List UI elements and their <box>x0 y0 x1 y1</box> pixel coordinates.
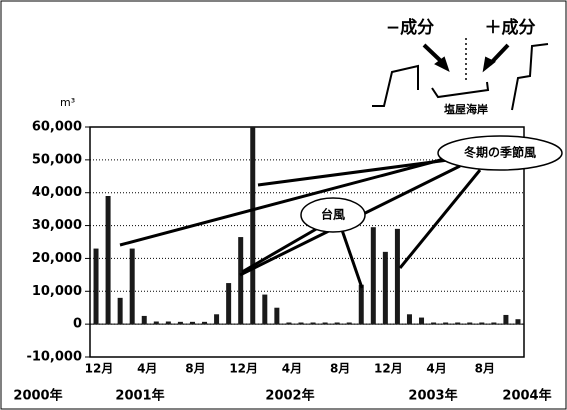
year-label: 2003年 <box>408 388 457 404</box>
callout-lines <box>119 156 482 289</box>
winter-bubble <box>437 135 563 171</box>
x-tick-label: 8月 <box>475 362 495 376</box>
bar <box>202 321 208 325</box>
bar <box>189 321 195 325</box>
bar <box>467 322 473 325</box>
bar <box>93 248 99 325</box>
y-tick-label: 50,000 <box>32 152 82 167</box>
x-tick-label: 4月 <box>282 362 302 376</box>
bar <box>226 283 232 325</box>
bar <box>165 321 171 325</box>
y-tick-label: 60,000 <box>32 120 82 135</box>
x-tick-label: 4月 <box>137 362 157 376</box>
bar <box>491 322 497 325</box>
bar <box>358 284 364 325</box>
bar <box>117 297 123 325</box>
x-tick-label: 12月 <box>374 362 403 376</box>
year-label: 2000年 <box>13 388 62 404</box>
typhoon-bubble <box>300 197 366 233</box>
bar <box>382 251 388 325</box>
bar <box>322 322 328 325</box>
bar <box>419 317 425 325</box>
bar <box>394 228 400 325</box>
year-label: 2004年 <box>502 388 551 404</box>
bar <box>238 237 244 325</box>
bar <box>406 314 412 325</box>
bar <box>334 322 340 325</box>
bar <box>214 314 220 325</box>
bar <box>141 315 147 325</box>
x-tick-label: 12月 <box>85 362 114 376</box>
year-label: 2001年 <box>115 388 164 404</box>
minus-label: −成分 <box>386 17 434 38</box>
y-tick-label: 20,000 <box>32 251 82 266</box>
x-tick-label: 4月 <box>426 362 446 376</box>
site-label: 塩屋海岸 <box>444 102 488 116</box>
bar <box>443 322 449 325</box>
x-tick-label: 8月 <box>330 362 350 376</box>
bar <box>515 319 521 325</box>
year-label: 2002年 <box>265 388 314 404</box>
x-tick-label: 8月 <box>185 362 205 376</box>
bar <box>370 227 376 325</box>
bar <box>346 322 352 325</box>
x-tick-label: 12月 <box>229 362 258 376</box>
bar <box>455 322 461 325</box>
bar <box>310 322 316 325</box>
bar <box>431 322 437 325</box>
bar <box>153 321 159 325</box>
bar <box>479 322 485 325</box>
bar <box>298 322 304 325</box>
winter-label: 冬期の季節風 <box>464 145 536 160</box>
inset-diagram <box>372 38 549 111</box>
bar <box>274 307 280 325</box>
typhoon-label: 台風 <box>321 207 345 222</box>
bar <box>177 321 183 325</box>
unit-label: m³ <box>60 96 75 109</box>
y-tick-label: 40,000 <box>32 185 82 200</box>
y-tick-label: -10,000 <box>26 350 82 365</box>
plus-label: ＋成分 <box>485 17 536 38</box>
bar <box>250 127 256 325</box>
y-tick-label: 0 <box>73 317 82 332</box>
bar <box>129 248 135 325</box>
bar <box>503 314 509 325</box>
bar <box>262 294 268 325</box>
y-tick-label: 10,000 <box>32 284 82 299</box>
y-tick-label: 30,000 <box>32 218 82 233</box>
bar <box>105 196 111 325</box>
bar <box>286 322 292 325</box>
